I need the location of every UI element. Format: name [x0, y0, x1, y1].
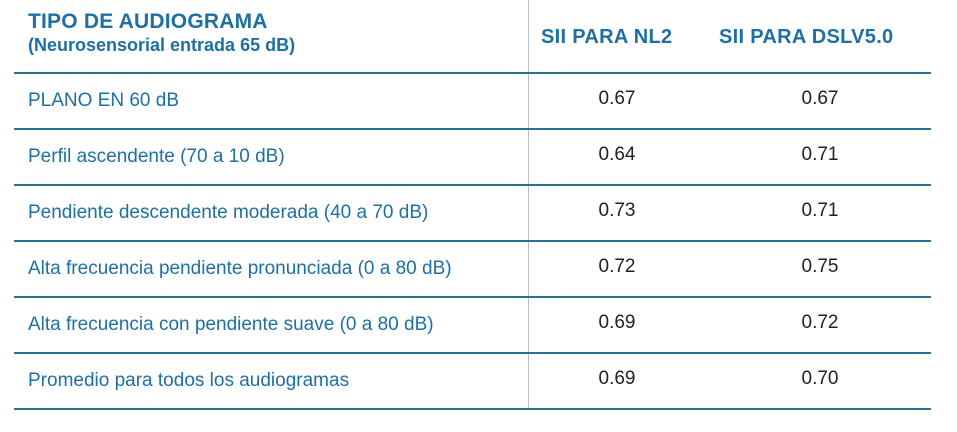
row-nl2-value: 0.69	[598, 312, 636, 333]
row-label: PLANO EN 60 dB	[28, 90, 180, 111]
table-row: Alta frecuencia pendiente pronunciada (0…	[14, 242, 931, 298]
table-row: Promedio para todos los audiogramas 0.69…	[14, 354, 931, 410]
header-title: TIPO DE AUDIOGRAMA	[28, 10, 268, 33]
row-label: Alta frecuencia con pendiente suave (0 a…	[28, 314, 434, 335]
table-row: Alta frecuencia con pendiente suave (0 a…	[14, 298, 931, 354]
row-dsl-value: 0.75	[801, 256, 839, 277]
row-nl2-value: 0.67	[598, 88, 636, 109]
header-sii-nl2: SII PARA NL2	[541, 26, 673, 48]
sii-table: TIPO DE AUDIOGRAMA (Neurosensorial entra…	[14, 0, 931, 410]
row-nl2-value: 0.64	[598, 144, 636, 165]
row-label: Pendiente descendente moderada (40 a 70 …	[28, 202, 429, 223]
table-header: TIPO DE AUDIOGRAMA (Neurosensorial entra…	[14, 0, 931, 74]
row-nl2-value: 0.69	[598, 368, 636, 389]
row-dsl-value: 0.71	[801, 200, 839, 221]
row-dsl-value: 0.67	[801, 88, 839, 109]
row-label: Promedio para todos los audiogramas	[28, 370, 350, 391]
header-subtitle: (Neurosensorial entrada 65 dB)	[28, 35, 296, 55]
header-sii-dsl: SII PARA DSLV5.0	[719, 26, 894, 48]
table-row: Pendiente descendente moderada (40 a 70 …	[14, 186, 931, 242]
row-dsl-value: 0.71	[801, 144, 839, 165]
column-divider	[528, 0, 529, 410]
row-nl2-value: 0.73	[598, 200, 636, 221]
table-row: PLANO EN 60 dB 0.67 0.67	[14, 74, 931, 130]
row-dsl-value: 0.72	[801, 312, 839, 333]
row-nl2-value: 0.72	[598, 256, 636, 277]
row-label: Alta frecuencia pendiente pronunciada (0…	[28, 258, 452, 279]
table-row: Perfil ascendente (70 a 10 dB) 0.64 0.71	[14, 130, 931, 186]
audiogram-type-header: TIPO DE AUDIOGRAMA (Neurosensorial entra…	[28, 10, 295, 56]
row-label: Perfil ascendente (70 a 10 dB)	[28, 146, 285, 167]
row-dsl-value: 0.70	[801, 368, 839, 389]
